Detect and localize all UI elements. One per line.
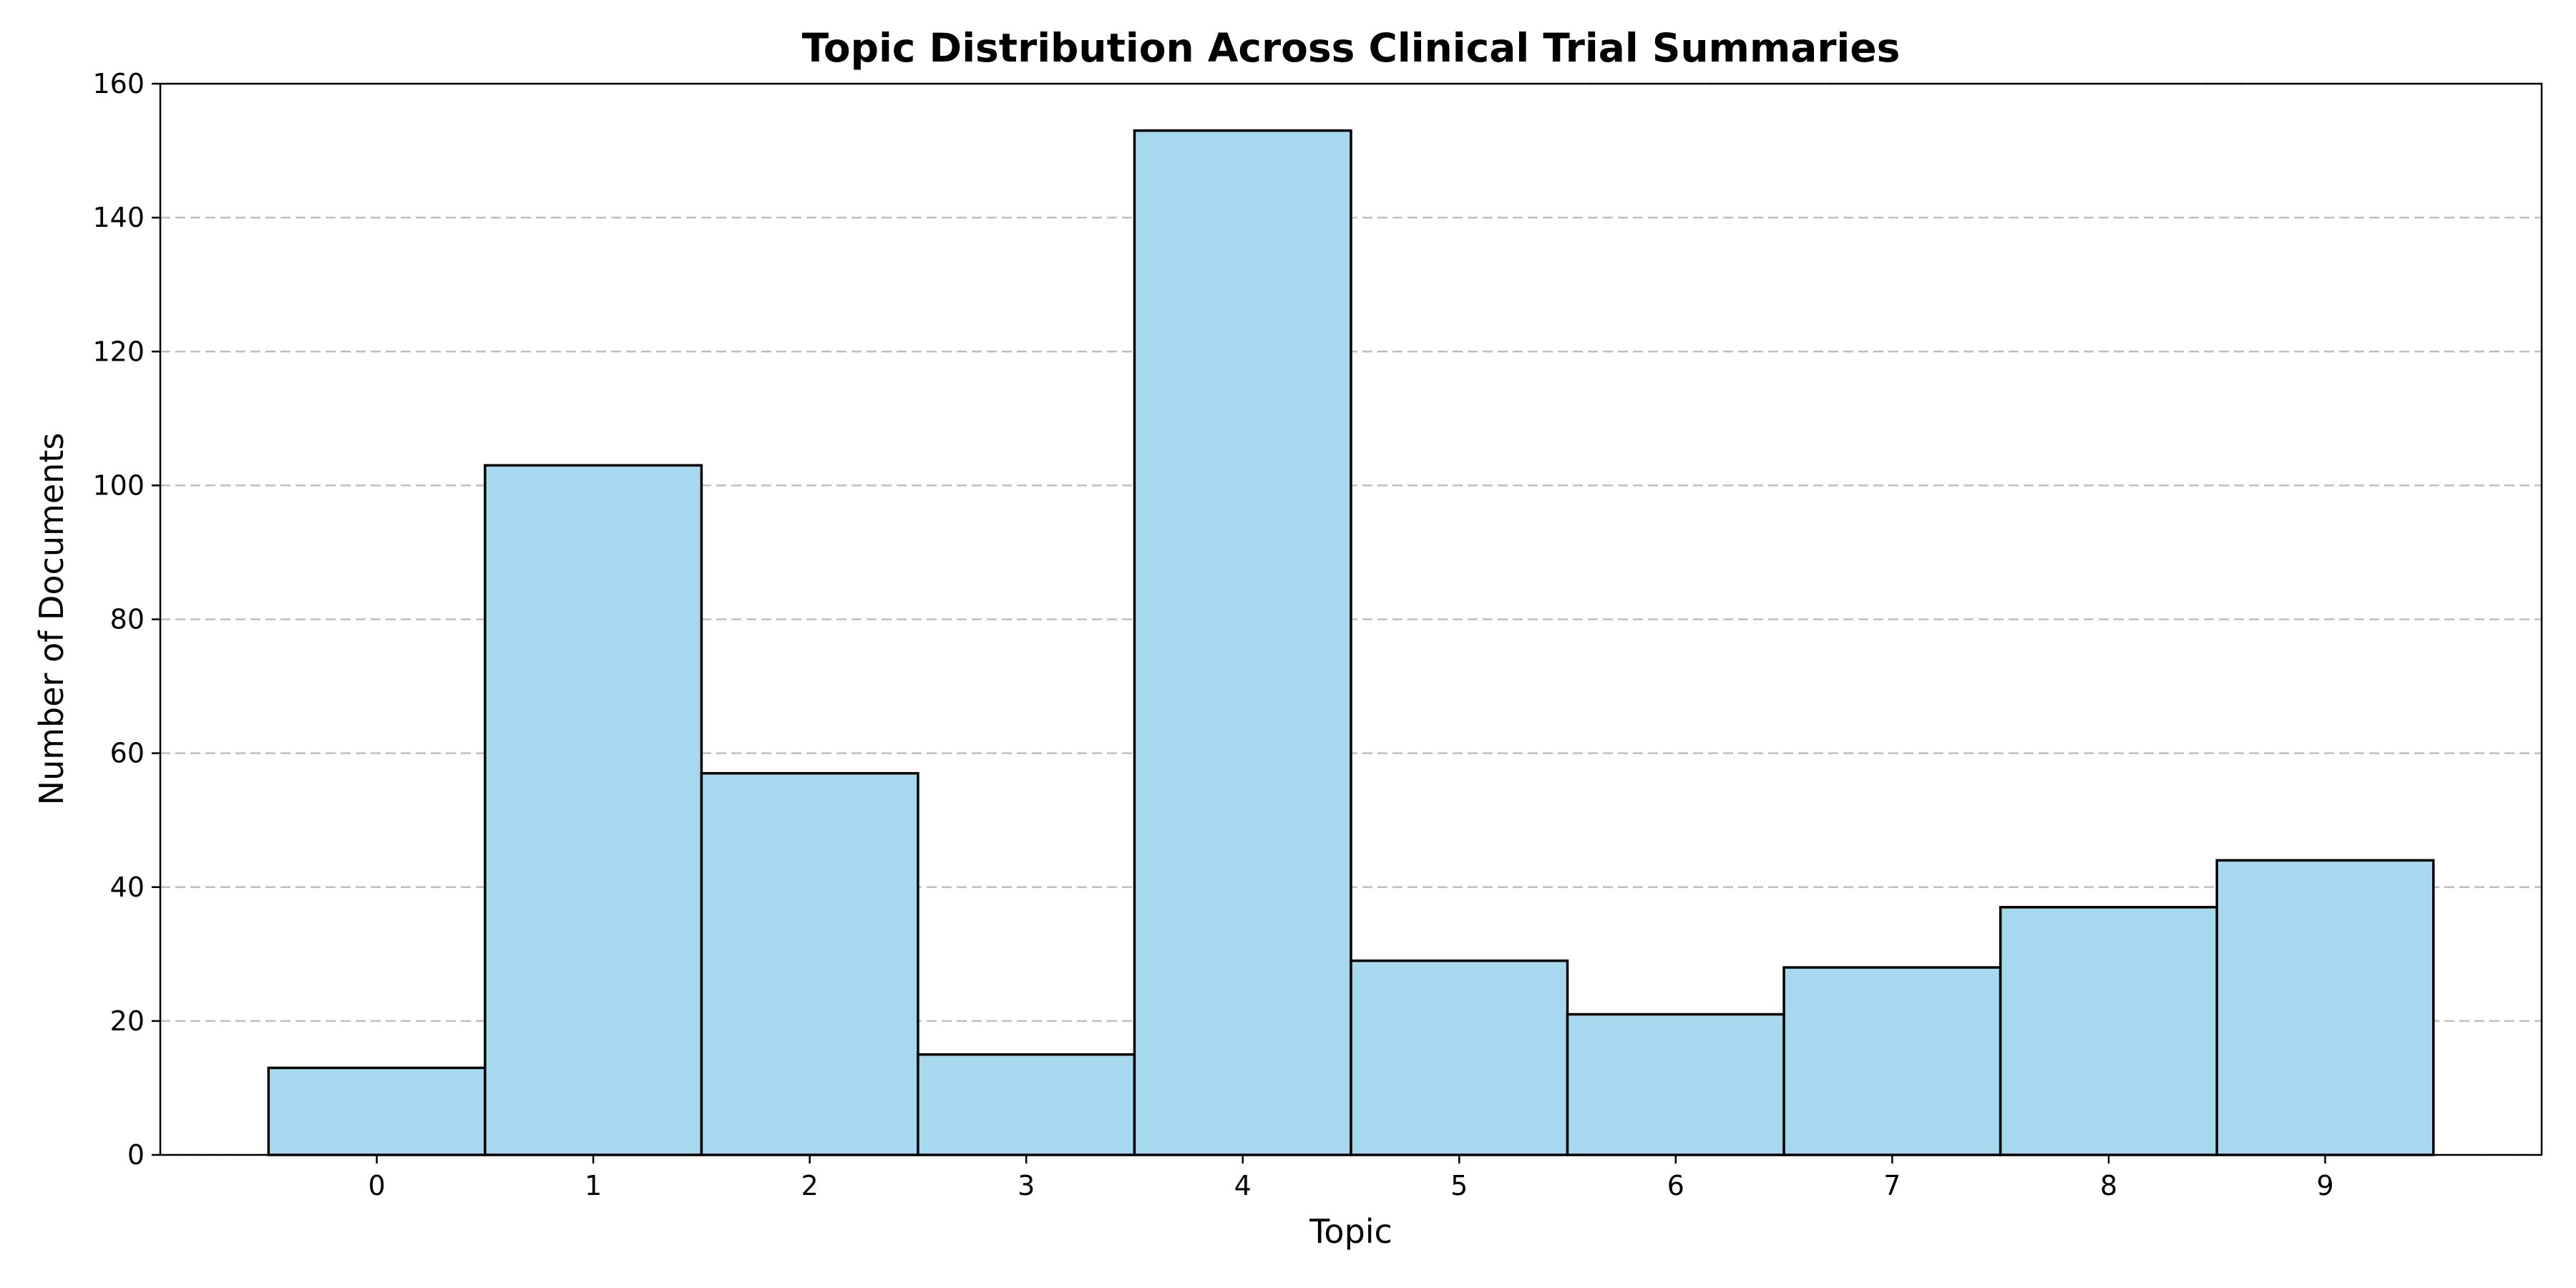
x-tick-label: 0	[368, 1170, 385, 1201]
bar-topic-8	[1999, 906, 2218, 1156]
bar-topic-3	[917, 1053, 1136, 1156]
y-tick-label: 140	[92, 202, 145, 233]
x-tick-label: 9	[2316, 1170, 2333, 1201]
x-tick-label: 5	[1450, 1170, 1468, 1201]
x-tick-label: 1	[585, 1170, 602, 1201]
y-tick-label: 160	[92, 68, 145, 99]
chart-title: Topic Distribution Across Clinical Trial…	[802, 25, 1901, 71]
x-tick-label: 7	[1883, 1170, 1901, 1201]
plot-frame	[159, 82, 2543, 1156]
bar-topic-9	[2215, 859, 2435, 1156]
y-tick-label: 100	[92, 469, 145, 501]
bars	[267, 129, 2435, 1156]
x-axis: 0 1 2 3 4 5 6 7 8 9	[368, 1155, 2334, 1201]
y-axis: 0 20 40 60 80 100 120 140 160	[92, 68, 160, 1171]
bar-topic-5	[1350, 959, 1569, 1156]
x-tick-label: 4	[1234, 1170, 1252, 1201]
bar-topic-6	[1566, 1013, 1785, 1156]
x-tick-label: 8	[2100, 1170, 2117, 1201]
x-tick-label: 3	[1018, 1170, 1035, 1201]
x-tick-label: 2	[801, 1170, 819, 1201]
y-tick-label: 120	[92, 336, 145, 367]
bar-topic-2	[700, 771, 919, 1156]
bar-topic-7	[1782, 966, 2002, 1156]
y-tick-label: 60	[110, 738, 145, 769]
x-tick-label: 6	[1667, 1170, 1684, 1201]
y-tick-label: 40	[110, 872, 145, 903]
y-axis-label: Number of Documents	[32, 433, 71, 806]
y-tick-label: 20	[110, 1005, 145, 1037]
y-tick-label: 80	[110, 604, 145, 635]
bar-topic-1	[484, 464, 703, 1156]
bar-topic-0	[267, 1066, 487, 1156]
x-axis-label: Topic	[1309, 1212, 1392, 1251]
bar-topic-4	[1133, 129, 1352, 1156]
y-tick-label: 0	[127, 1139, 145, 1171]
